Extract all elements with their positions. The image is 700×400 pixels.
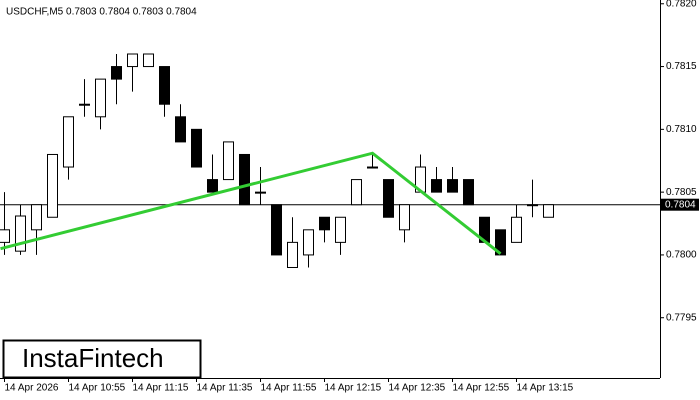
- candle-body: [143, 53, 154, 68]
- candle-body: [191, 128, 202, 168]
- candle-body: [47, 153, 58, 218]
- x-tick-label: 14 Apr 11:15: [133, 383, 189, 394]
- x-tick-label: 14 Apr 12:15: [325, 383, 382, 394]
- x-tick-label: 14 Apr 13:15: [517, 383, 574, 394]
- candle-body: [0, 229, 10, 243]
- candle-body: [271, 204, 282, 256]
- pattern-line: [0, 151, 502, 255]
- x-tick-label: 14 Apr 11:35: [197, 383, 253, 394]
- candle-body: [527, 204, 538, 207]
- candle-body: [175, 116, 186, 143]
- candle-body: [431, 179, 442, 193]
- y-tick-label: 0.7815: [666, 61, 697, 72]
- candle-body: [207, 179, 218, 193]
- candle-body: [351, 179, 362, 206]
- y-tick-label: 0.7810: [666, 124, 697, 135]
- candle-body: [319, 216, 330, 231]
- watermark-box: [2, 339, 202, 379]
- y-tick-label: 0.7805: [666, 187, 697, 198]
- candle-body: [303, 229, 314, 256]
- last-price-box: [661, 198, 699, 211]
- candle-body: [383, 179, 394, 218]
- x-tick-label: 14 Apr 11:55: [261, 383, 317, 394]
- candle-body: [335, 216, 346, 243]
- candle-body: [511, 216, 522, 243]
- x-tick-label: 14 Apr 12:55: [453, 383, 510, 394]
- x-tick-label: 14 Apr 10:55: [69, 383, 126, 394]
- candle-body: [463, 179, 474, 206]
- candle-body: [543, 204, 554, 218]
- candle-body: [399, 204, 410, 231]
- candle-body: [495, 229, 506, 256]
- candle-body: [127, 53, 138, 68]
- candle-body: [367, 166, 378, 169]
- y-tick-label: 0.7820: [666, 0, 697, 9]
- candle-body: [255, 191, 266, 194]
- watermark: InstaFintech: [22, 343, 164, 373]
- candle-body: [239, 153, 250, 206]
- y-tick-label: 0.7795: [666, 312, 697, 323]
- y-tick-label: 0.7800: [666, 250, 697, 261]
- candle-body: [15, 215, 26, 252]
- candle-body: [31, 204, 42, 231]
- chart-title: USDCHF,M5 0.7803 0.7804 0.7803 0.7804: [6, 7, 197, 18]
- candle-body: [223, 141, 234, 181]
- x-tick-label: 14 Apr 12:35: [389, 383, 446, 394]
- candle-body: [79, 103, 90, 106]
- last-price-label: 0.7804: [665, 199, 696, 210]
- candle-body: [447, 179, 458, 193]
- x-tick-label: 14 Apr 2026: [5, 383, 59, 394]
- candle-body: [95, 78, 106, 118]
- candle-body: [63, 116, 74, 168]
- candle-body: [111, 66, 122, 80]
- candle-body: [287, 241, 298, 268]
- candle-body: [159, 66, 170, 105]
